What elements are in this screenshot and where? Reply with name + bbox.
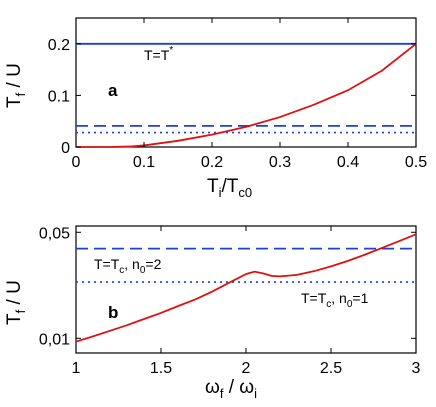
panel-b-x-tick-label: 2 [242,360,251,377]
annotation-t-star: T=T* [144,45,173,63]
panel-a-x-tick-label: 0.3 [269,154,291,171]
panel-b-y-tick-label: 0,01 [39,331,70,348]
panel-a-x-tick-label: 0.1 [133,154,155,171]
panel-b-x-label: ωf / ωi [205,377,257,401]
panel-a-ticks: 0 0.1 0.2 0.3 0.4 0.5 0 0.1 0.2 [48,18,427,171]
panel-a-series-red-solid-3 [76,43,417,148]
panel-b-x-tick-label: 1 [72,360,81,377]
panel-a-y-tick-label: 0 [61,140,70,157]
panel-b: 1 1.5 2 2.5 3 0,01 0,05 b T=Tc, n0=2 T=Tc, n0=… [4,225,421,401]
panel-a-x-tick-label: 0.4 [337,154,359,171]
panel-a-y-tick-label: 0.1 [48,88,70,105]
panel-b-y-tick-label: 0,05 [39,225,70,242]
annotation-tc-n0-2: T=Tc, n0=2 [94,256,162,276]
panel-b-x-tick-label: 2.5 [320,360,342,377]
panel-a-y-tick-label: 0.2 [48,37,70,54]
panel-b-marks [75,233,417,343]
panel-a-x-tick-label: 0.2 [201,154,223,171]
panel-b-series-red-solid-2 [75,233,417,343]
panel-a-x-tick-label: 0.5 [405,154,427,171]
panel-b-x-tick-label: 1.5 [150,360,172,377]
panel-b-ticks: 1 1.5 2 2.5 3 0,01 0,05 [39,225,421,377]
panel-b-y-label: Tf / U [4,280,28,325]
panel-a-marks [76,42,417,148]
panel-label-a: a [108,81,118,100]
panel-label-b: b [108,303,118,322]
panel-b-x-tick-label: 3 [412,360,421,377]
panel-a-x-tick-label: 0 [72,154,81,171]
annotation-tc-n0-1: T=Tc, n0=1 [301,290,369,310]
panel-a: 0 0.1 0.2 0.3 0.4 0.5 0 0.1 0.2 a T=T* Tf / U Ti… [4,17,427,200]
panel-a-frame [75,17,417,148]
panel-a-y-label: Tf / U [4,63,28,108]
panel-a-x-label: Ti/Tc0 [207,176,252,200]
